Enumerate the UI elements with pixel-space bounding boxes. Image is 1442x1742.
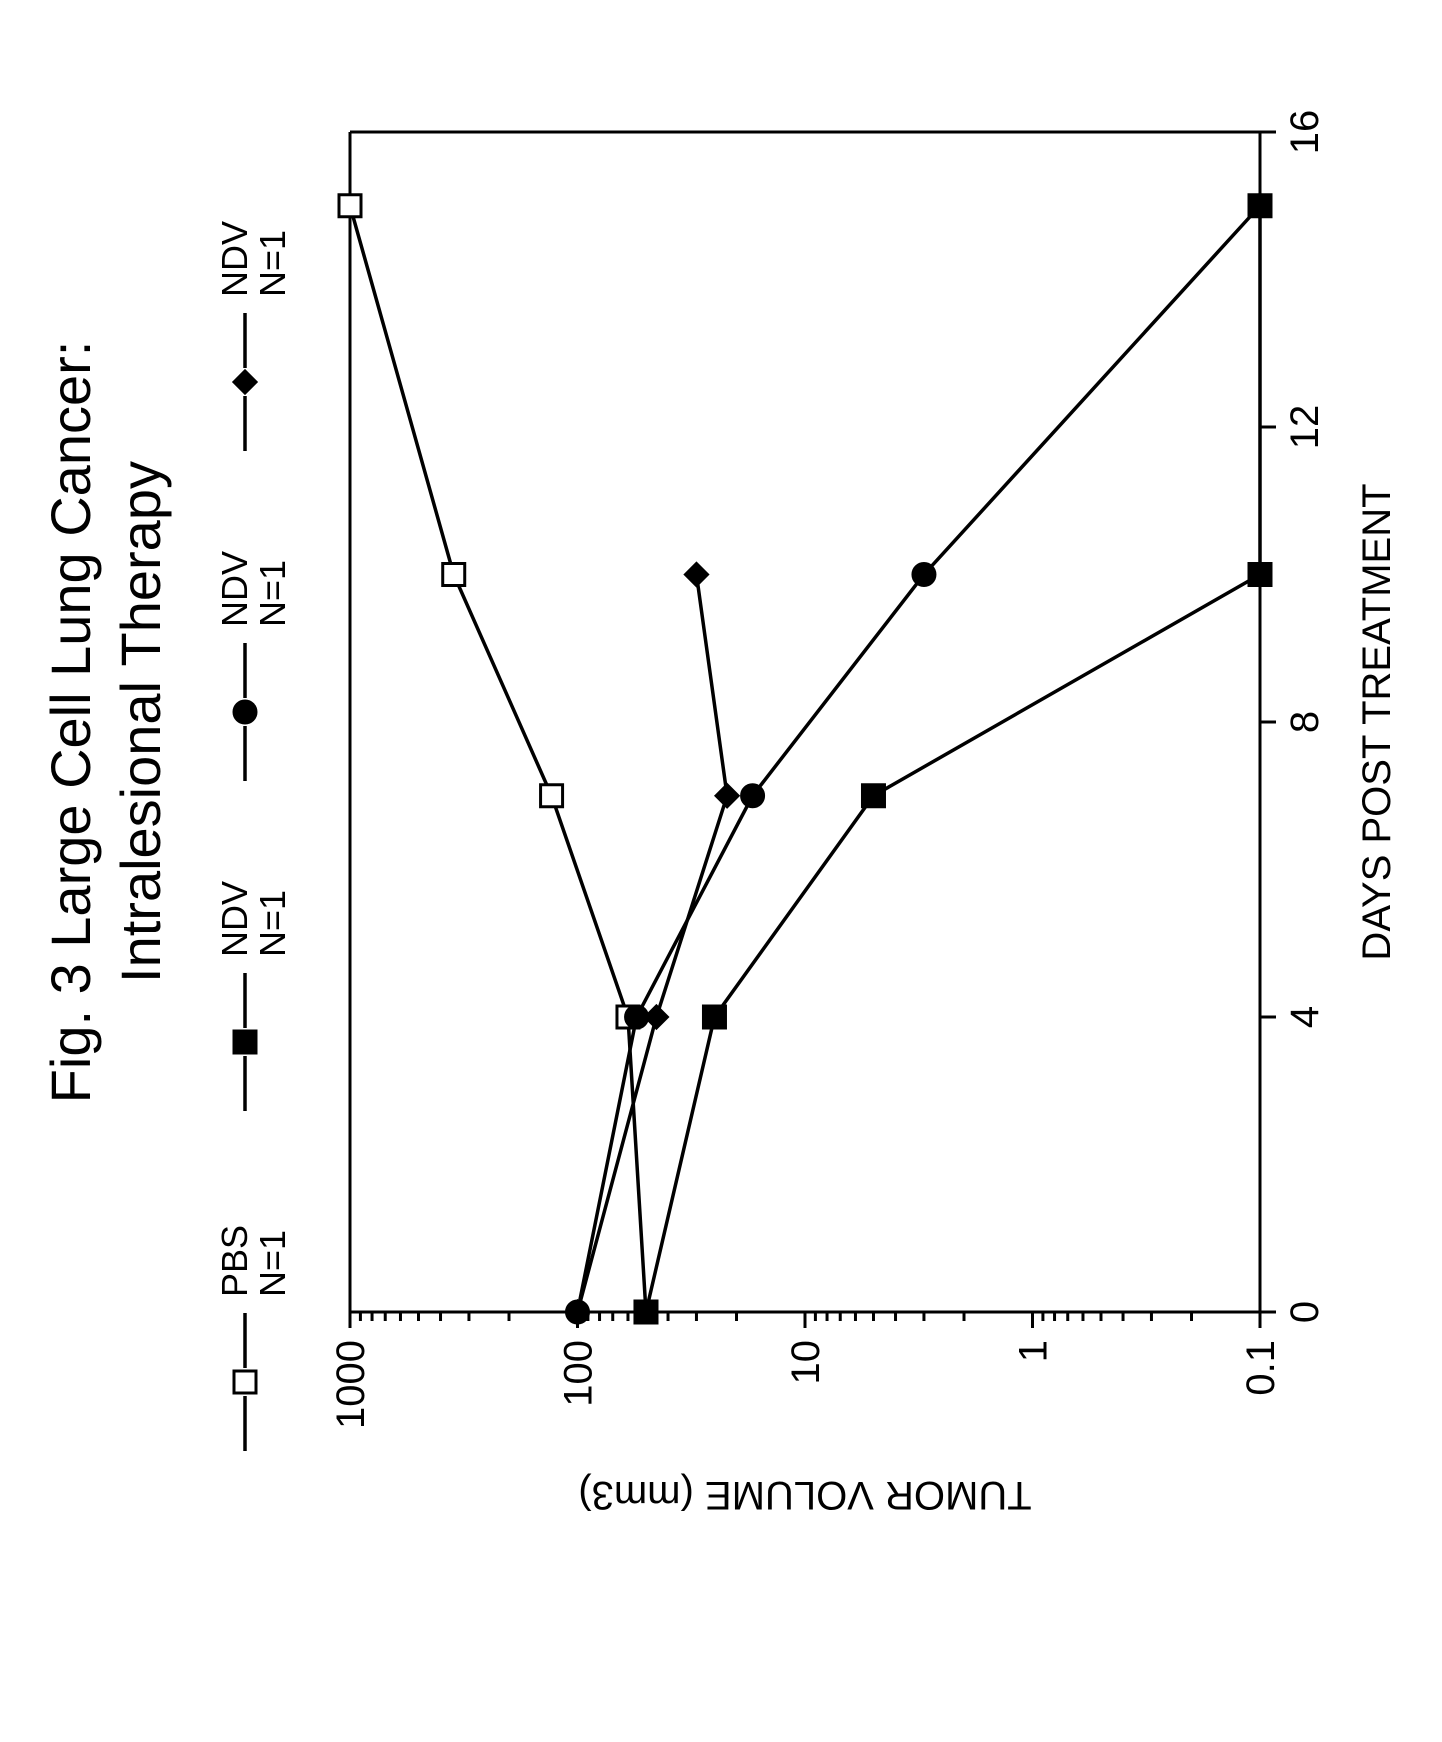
y-tick-label: 10 bbox=[784, 1340, 828, 1385]
series-3-marker bbox=[716, 785, 738, 807]
legend-marker bbox=[234, 1371, 256, 1393]
x-tick-label: 4 bbox=[1283, 1006, 1327, 1028]
series-3-marker bbox=[685, 564, 707, 586]
series-2-marker bbox=[1249, 195, 1271, 217]
x-tick-label: 12 bbox=[1283, 405, 1327, 450]
chart-title-line1: Fig. 3 Large Cell Lung Cancer: bbox=[39, 341, 102, 1104]
x-tick-label: 0 bbox=[1283, 1301, 1327, 1323]
y-tick-label: 0.1 bbox=[1239, 1340, 1283, 1396]
series-2-line bbox=[578, 206, 1261, 1312]
series-3-marker bbox=[645, 1006, 667, 1028]
series-0-marker bbox=[339, 195, 361, 217]
legend-marker bbox=[234, 701, 256, 723]
legend-label-bottom: N=1 bbox=[252, 230, 293, 297]
legend-label-bottom: N=1 bbox=[252, 890, 293, 957]
series-1-marker bbox=[862, 785, 884, 807]
chart-title-line2: Intralesional Therapy bbox=[109, 461, 172, 983]
y-axis-label: TUMOR VOLUME (mm3) bbox=[578, 1473, 1031, 1517]
figure-rotated-container: Fig. 3 Large Cell Lung Cancer:Intralesio… bbox=[0, 0, 1442, 1742]
series-1-marker bbox=[635, 1301, 657, 1323]
legend-entry-1: NDVN=1 bbox=[214, 881, 293, 1111]
legend-label-top: NDV bbox=[214, 551, 255, 627]
legend-marker bbox=[234, 1031, 256, 1053]
page: Fig. 3 Large Cell Lung Cancer:Intralesio… bbox=[0, 0, 1442, 1742]
series-2 bbox=[567, 195, 1272, 1323]
chart-svg: Fig. 3 Large Cell Lung Cancer:Intralesio… bbox=[0, 0, 1442, 1742]
legend-label-bottom: N=1 bbox=[252, 560, 293, 627]
series-2-marker bbox=[913, 564, 935, 586]
series-1-marker bbox=[1249, 564, 1271, 586]
legend-marker bbox=[234, 371, 256, 393]
series-0-marker bbox=[541, 785, 563, 807]
series-2-marker bbox=[742, 785, 764, 807]
series-1-marker bbox=[703, 1006, 725, 1028]
x-tick-label: 8 bbox=[1283, 711, 1327, 733]
x-tick-label: 16 bbox=[1283, 110, 1327, 155]
legend-entry-3: NDVN=1 bbox=[214, 221, 293, 451]
y-tick-label: 100 bbox=[557, 1340, 601, 1407]
y-tick-label: 1 bbox=[1012, 1340, 1056, 1362]
legend-entry-2: NDVN=1 bbox=[214, 551, 293, 781]
series-1-line bbox=[646, 206, 1260, 1312]
series-1 bbox=[635, 195, 1271, 1323]
legend-label-top: NDV bbox=[214, 881, 255, 957]
legend-entry-0: PBSN=1 bbox=[214, 1225, 293, 1451]
series-0-line bbox=[350, 206, 646, 1312]
legend-label-bottom: N=1 bbox=[252, 1230, 293, 1297]
legend-label-top: NDV bbox=[214, 221, 255, 297]
y-tick-label: 1000 bbox=[329, 1340, 373, 1429]
series-0-marker bbox=[443, 564, 465, 586]
series-3 bbox=[567, 564, 739, 1324]
x-axis-label: DAYS POST TREATMENT bbox=[1355, 483, 1399, 960]
legend-label-top: PBS bbox=[214, 1225, 255, 1297]
